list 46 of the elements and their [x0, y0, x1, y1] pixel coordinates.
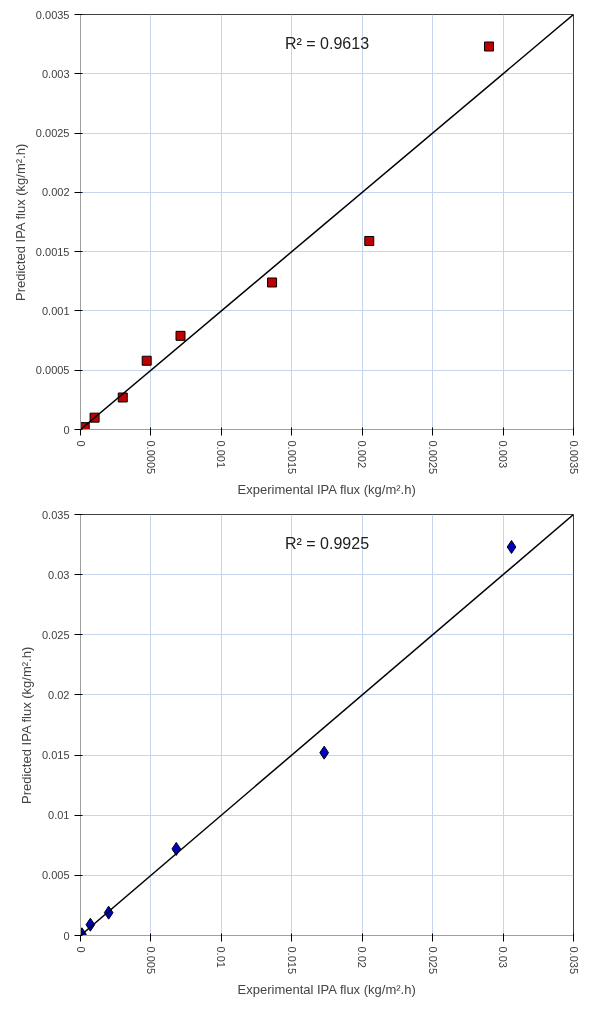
- y-axis-title: Predicted IPA flux (kg/m².h): [12, 143, 28, 301]
- point: [141, 355, 152, 366]
- y-tick-label: 0.0005: [35, 364, 70, 377]
- x-axis-title: Experimental IPA flux (kg/m².h): [237, 982, 416, 998]
- y-tick-label: 0: [63, 423, 70, 436]
- point: [319, 745, 330, 760]
- point: [364, 235, 375, 246]
- y-tick-label: 0.001: [41, 304, 70, 317]
- annotation: R² = 0.9925: [284, 535, 370, 553]
- y-tick-label: 0.002: [41, 186, 70, 199]
- y-tick-label: 0.035: [41, 508, 70, 521]
- y-tick-label: 0.02: [48, 688, 70, 701]
- point: [267, 277, 278, 288]
- x-tick-label: 0.035: [567, 946, 580, 975]
- x-axis-title: Experimental IPA flux (kg/m².h): [237, 482, 416, 498]
- x-tick-label: 0: [74, 946, 87, 953]
- y-tick-label: 0.03: [48, 568, 70, 581]
- y-tick-label: 0: [63, 929, 70, 942]
- y-tick-label: 0.0015: [35, 245, 70, 258]
- y-tick-label: 0.015: [41, 749, 70, 762]
- y-tick-label: 0.0035: [35, 8, 70, 21]
- x-tick-label: 0.015: [285, 946, 298, 975]
- y-tick-label: 0.01: [48, 809, 70, 822]
- x-tick-label: 0.02: [356, 946, 369, 968]
- annotation: R² = 0.9613: [284, 35, 370, 53]
- point: [175, 330, 186, 341]
- x-tick-label: 0.003: [497, 440, 510, 469]
- x-tick-label: 0.001: [215, 440, 228, 469]
- point: [506, 539, 517, 554]
- x-tick-label: 0.002: [356, 440, 369, 469]
- x-tick-label: 0.005: [144, 946, 157, 975]
- y-tick-label: 0.003: [41, 67, 70, 80]
- x-tick-label: 0.0035: [567, 440, 580, 475]
- point: [171, 841, 182, 856]
- y-axis-title: Predicted IPA flux (kg/m².h): [18, 646, 34, 804]
- x-tick-label: 0: [74, 440, 87, 447]
- x-tick-label: 0.01: [215, 946, 228, 968]
- y-tick-label: 0.005: [41, 869, 70, 882]
- y-tick-label: 0.0025: [35, 127, 70, 140]
- x-tick-label: 0.0015: [285, 440, 298, 475]
- x-tick-label: 0.0005: [144, 440, 157, 475]
- x-tick-label: 0.0025: [426, 440, 439, 475]
- y-tick-label: 0.025: [41, 628, 70, 641]
- point: [483, 41, 494, 52]
- x-tick-label: 0.03: [497, 946, 510, 968]
- x-tick-label: 0.025: [426, 946, 439, 975]
